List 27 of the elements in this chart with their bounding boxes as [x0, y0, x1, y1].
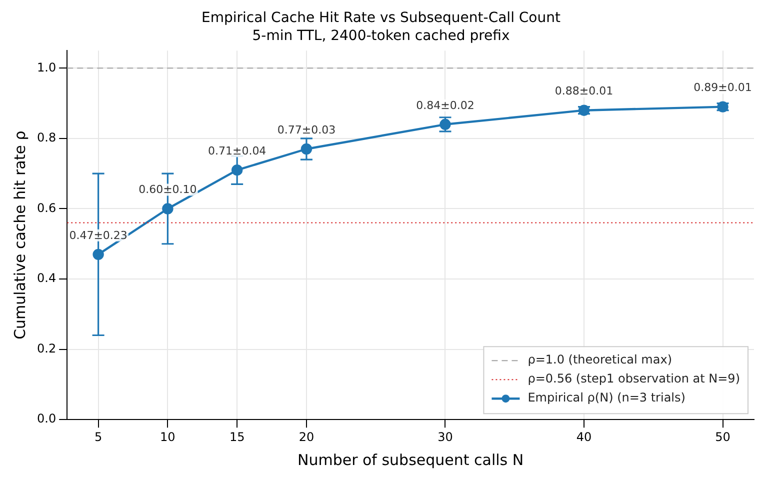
- chart-title: Empirical Cache Hit Rate vs Subsequent-Call Count: [202, 10, 561, 26]
- data-label: 0.71±0.04: [208, 144, 266, 158]
- x-tick-label: 20: [298, 430, 314, 444]
- data-label: 0.60±0.10: [138, 183, 197, 196]
- legend-label: ρ=0.56 (step1 observation at N=9): [528, 372, 740, 386]
- data-label: 0.89±0.01: [694, 81, 752, 94]
- y-tick-label: 1.0: [36, 60, 56, 74]
- y-tick-label: 0.4: [36, 271, 56, 286]
- x-tick-label: 10: [160, 430, 176, 444]
- legend-label: Empirical ρ(N) (n=3 trials): [528, 390, 686, 405]
- x-tick-label: 5: [94, 430, 102, 444]
- y-tick-label: 0.2: [36, 341, 56, 356]
- data-label: 0.47±0.23: [69, 228, 128, 242]
- y-tick-label: 0.6: [36, 200, 56, 215]
- y-tick-label: 0.8: [36, 130, 56, 145]
- y-axis-title: Cumulative cache hit rate ρ: [10, 130, 29, 340]
- data-label: 0.84±0.02: [416, 98, 474, 112]
- data-label: 0.88±0.01: [554, 84, 614, 98]
- y-tick-label: 0.0: [36, 412, 56, 426]
- x-tick-label: 40: [576, 430, 592, 444]
- chart-subtitle: 5-min TTL, 2400-token cached prefix: [252, 28, 510, 44]
- legend-label: ρ=1.0 (theoretical max): [528, 352, 672, 367]
- data-label: 0.77±0.03: [277, 123, 336, 136]
- x-tick-label: 15: [229, 430, 245, 444]
- x-axis-title: Number of subsequent calls N: [297, 450, 524, 469]
- x-tick-label: 50: [715, 430, 730, 444]
- x-tick-label: 30: [438, 430, 453, 444]
